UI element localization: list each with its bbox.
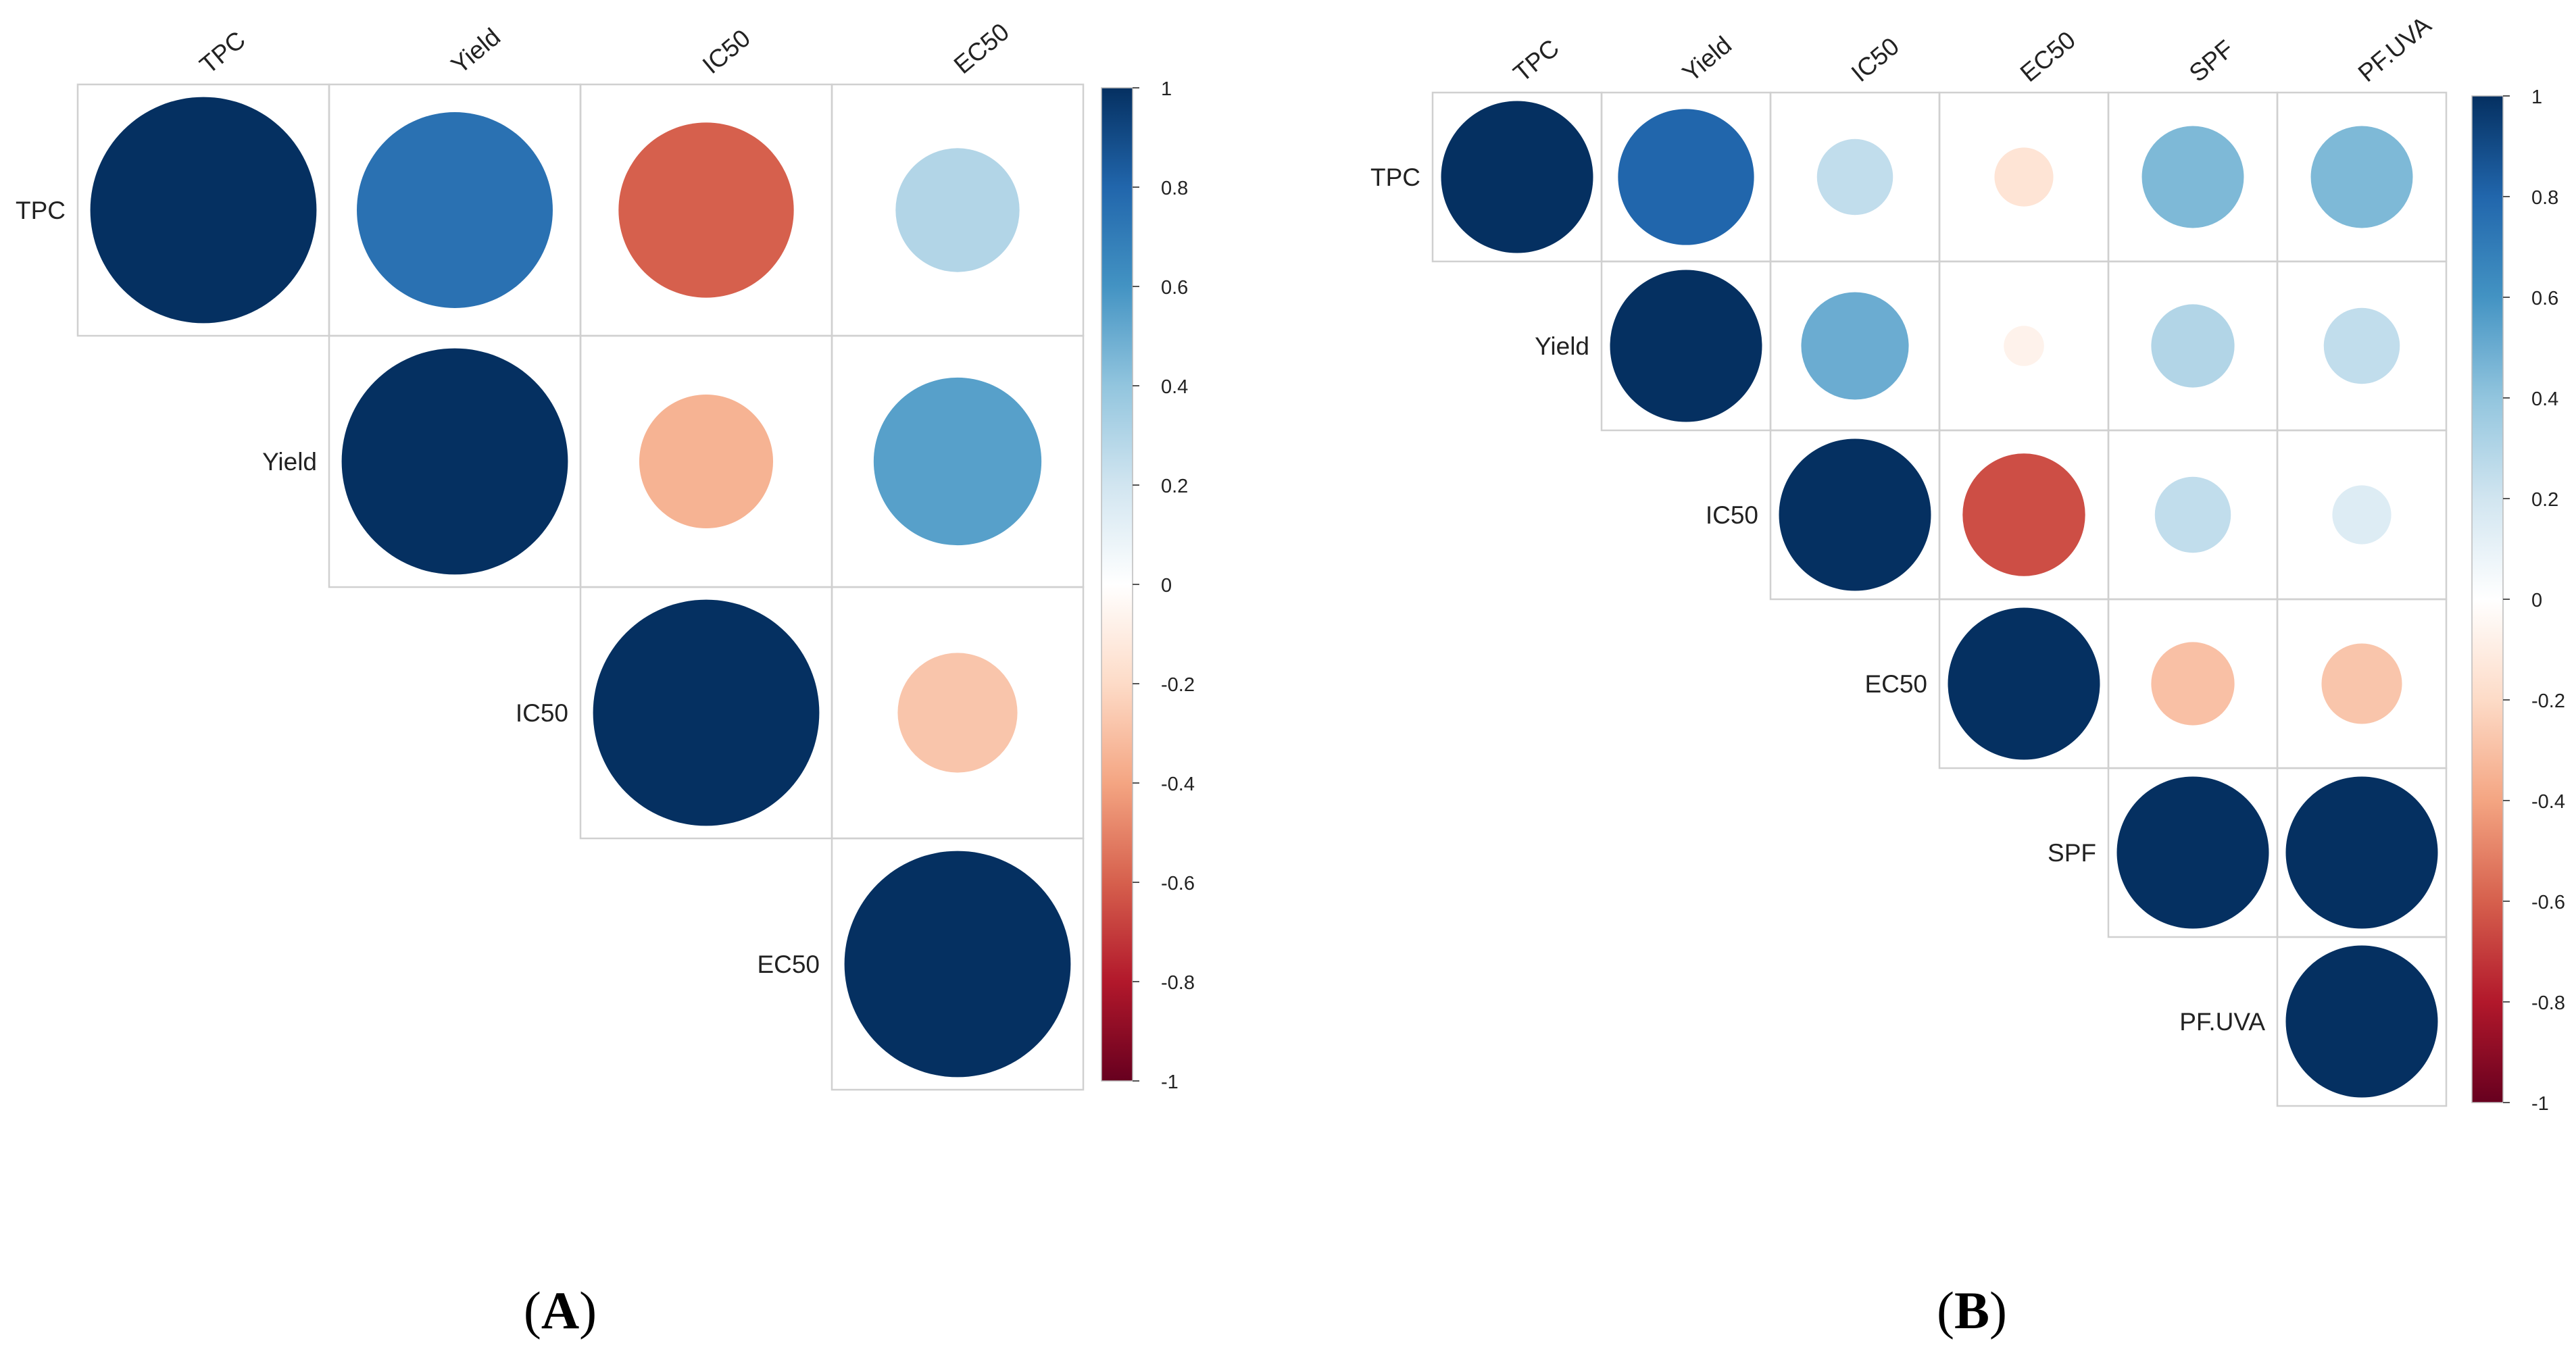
corr-circle-a-yield-yield: [341, 348, 568, 575]
corr-circle-b-yield-pfuva: [2323, 307, 2400, 384]
corr-circle-b-yield-yield: [1610, 270, 1762, 422]
corr-circle-b-pfuva-pfuva: [2285, 945, 2438, 1098]
corr-circle-b-tpc-ec50: [1994, 147, 2054, 207]
corr-circle-b-yield-ic50: [1801, 292, 1909, 400]
color-scale-tick-label-a: 0.2: [1161, 476, 1188, 497]
color-scale-tick-label-a: 0.6: [1161, 277, 1188, 299]
column-label-b: EC50: [2015, 26, 2081, 87]
correlation-plot-a: TPC TPC Yield Yield IC50 IC50 EC50 EC50 1 0.8 0.6 0…: [16, 18, 1195, 1093]
column-label-b: IC50: [1846, 32, 1904, 87]
color-scale-tick-label-b: -1: [2531, 1093, 2549, 1115]
color-scale-tick-label-a: -0.6: [1161, 873, 1195, 894]
color-scale-tick-label-b: 1: [2531, 86, 2542, 108]
corr-circle-b-ec50-spf: [2151, 642, 2235, 726]
grid-cell-a: [831, 837, 1085, 1091]
color-scale-tick-label-b: 0.4: [2531, 388, 2558, 410]
corr-circle-b-spf-spf: [2116, 776, 2269, 929]
color-scale-tick-label-b: 0.2: [2531, 489, 2558, 511]
column-label-a: IC50: [697, 24, 756, 79]
corr-circle-b-spf-pfuva: [2285, 776, 2438, 929]
corr-circle-b-ec50-ec50: [1948, 607, 2100, 760]
corr-circle-b-tpc-spf: [2141, 126, 2244, 228]
corr-circle-b-tpc-ic50: [1816, 138, 1893, 216]
color-scale-tick-label-a: 0: [1161, 575, 1172, 597]
corr-circle-b-ic50-ic50: [1779, 438, 1931, 591]
corr-circle-b-tpc-tpc: [1441, 101, 1593, 253]
corr-circle-b-ec50-pfuva: [2321, 643, 2402, 724]
grid-cell-b: [2276, 936, 2448, 1107]
color-scale-tick-label-b: -0.2: [2531, 690, 2565, 712]
corr-circle-a-yield-ic50: [639, 394, 774, 529]
color-scale-tick-label-a: -0.4: [1161, 774, 1195, 795]
column-label-b: SPF: [2184, 34, 2239, 87]
color-scale-tick-label-b: -0.6: [2531, 892, 2565, 913]
color-scale-tick-label-b: 0: [2531, 590, 2542, 611]
color-scale-tick-label-b: 0.6: [2531, 288, 2558, 309]
row-label-b: Yield: [1535, 332, 1589, 360]
corr-circle-a-tpc-tpc: [90, 97, 317, 324]
color-scale-tick-label-a: 0.4: [1161, 376, 1188, 398]
corr-circle-a-ec50-ec50: [844, 851, 1071, 1078]
row-label-a: Yield: [262, 448, 317, 476]
color-scale-tick-label-b: -0.4: [2531, 791, 2565, 813]
color-scale-bar-b: [2471, 95, 2504, 1103]
corr-circle-b-ic50-pfuva: [2332, 485, 2392, 545]
color-scale-tick-label-a: -0.2: [1161, 674, 1195, 696]
color-scale-tick-label-a: 0.8: [1161, 178, 1188, 199]
corr-circle-a-tpc-ec50: [895, 148, 1020, 272]
corr-circle-a-tpc-yield: [357, 112, 553, 308]
row-label-b: TPC: [1370, 163, 1420, 191]
corr-circle-b-yield-spf: [2151, 304, 2235, 388]
row-label-b: SPF: [2048, 839, 2096, 867]
color-scale-tick-label-a: -1: [1161, 1071, 1179, 1093]
column-label-a: TPC: [195, 26, 251, 79]
row-label-a: IC50: [516, 699, 568, 727]
color-scale-tick-label-a: 1: [1161, 78, 1172, 100]
column-label-a: Yield: [446, 23, 505, 79]
panel-label-b: (B): [1937, 1281, 2007, 1340]
column-label-b: TPC: [1508, 34, 1564, 87]
color-scale-bar-a: [1101, 87, 1133, 1082]
column-label-b: PF.UVA: [2353, 11, 2437, 87]
panel-label-a: (A): [523, 1281, 597, 1340]
color-scale-tick-label-b: -0.8: [2531, 992, 2565, 1014]
corr-circle-a-yield-ec50: [873, 377, 1042, 546]
row-label-b: EC50: [1864, 670, 1927, 698]
corr-circle-a-ic50-ic50: [593, 599, 820, 826]
color-scale-tick-label-b: 0.8: [2531, 187, 2558, 209]
corr-circle-a-tpc-ic50: [618, 122, 794, 298]
correlation-plot-b: TPC TPC Yield Yield IC50 IC50 EC50 EC50 SPF SPF PF…: [1370, 11, 2565, 1115]
column-label-a: EC50: [949, 18, 1014, 79]
row-label-a: EC50: [757, 951, 820, 978]
corr-circle-a-ic50-ec50: [897, 653, 1018, 773]
corr-circle-b-yield-ec50: [2004, 326, 2044, 366]
row-label-b: PF.UVA: [2179, 1008, 2265, 1036]
color-scale-tick-label-a: -0.8: [1161, 972, 1195, 994]
row-label-b: IC50: [1706, 501, 1758, 529]
column-label-b: Yield: [1677, 31, 1737, 87]
corr-circle-b-tpc-yield: [1618, 109, 1754, 245]
corr-circle-b-tpc-pfuva: [2310, 126, 2413, 228]
row-label-a: TPC: [16, 197, 66, 224]
corr-circle-b-ic50-spf: [2154, 476, 2231, 553]
corr-circle-b-ic50-ec50: [1962, 453, 2085, 576]
